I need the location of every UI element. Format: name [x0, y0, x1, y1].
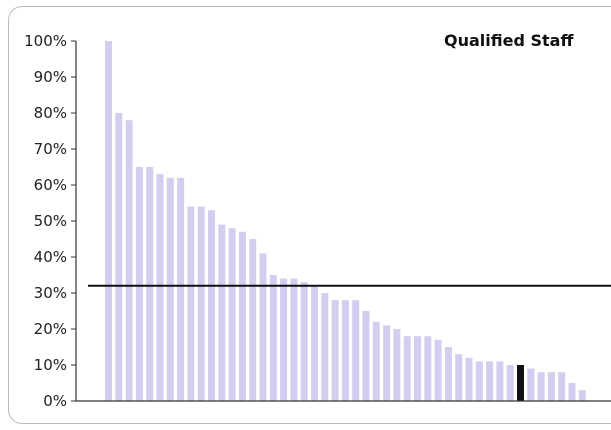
- bar: [465, 357, 473, 401]
- bar: [537, 372, 545, 401]
- y-tick-label: 70%: [34, 140, 67, 158]
- y-tick-label: 20%: [34, 320, 67, 338]
- bar: [269, 275, 277, 401]
- highlighted-bar: [517, 365, 524, 401]
- y-tick-label: 50%: [34, 212, 67, 230]
- bar: [177, 177, 185, 401]
- bar: [228, 228, 236, 401]
- bar: [558, 372, 566, 401]
- bar: [486, 361, 494, 401]
- bar: [568, 383, 576, 401]
- bar: [496, 361, 504, 401]
- bar: [115, 113, 123, 401]
- bar: [403, 336, 411, 401]
- bar: [527, 368, 535, 401]
- bar: [331, 300, 339, 401]
- bar: [444, 347, 452, 401]
- bar: [218, 224, 226, 401]
- y-axis: 0% 10% 20% 30% 40% 50% 60% 70% 80% 90% 100%: [24, 32, 77, 410]
- bar: [362, 311, 370, 401]
- bar: [208, 210, 215, 401]
- bar: [300, 282, 308, 401]
- y-tick-label: 30%: [34, 284, 67, 302]
- bar: [424, 336, 432, 401]
- bar: [434, 339, 442, 401]
- bar: [578, 390, 586, 401]
- bar: [341, 300, 349, 401]
- y-tick-label: 40%: [34, 248, 67, 266]
- bar: [197, 206, 205, 401]
- bar: [475, 361, 483, 401]
- bar: [146, 167, 154, 401]
- bar: [414, 336, 421, 401]
- bar: [393, 329, 401, 401]
- bar: [105, 41, 112, 401]
- bar: [135, 167, 143, 401]
- chart-title: Qualified Staff: [444, 31, 574, 50]
- bar: [506, 365, 514, 401]
- y-tick-label: 80%: [34, 104, 67, 122]
- y-tick-label: 90%: [34, 68, 67, 86]
- bar: [547, 372, 555, 401]
- y-tick-label: 60%: [34, 176, 67, 194]
- bar: [280, 278, 288, 401]
- bar: [455, 354, 463, 401]
- bar: [166, 177, 174, 401]
- bar: [290, 278, 298, 401]
- bar: [321, 293, 329, 401]
- bar: [352, 300, 360, 401]
- bar: [125, 120, 133, 401]
- bar: [372, 321, 380, 401]
- bar-series: [105, 41, 586, 401]
- y-tick-label: 0%: [43, 392, 67, 410]
- bar: [259, 253, 267, 401]
- bar: [156, 174, 164, 401]
- bar: [311, 285, 318, 401]
- bar: [249, 239, 257, 401]
- bar: [238, 231, 246, 401]
- y-tick-label: 100%: [24, 32, 67, 50]
- bar: [383, 325, 391, 401]
- bar: [187, 206, 195, 401]
- y-tick-label: 10%: [34, 356, 67, 374]
